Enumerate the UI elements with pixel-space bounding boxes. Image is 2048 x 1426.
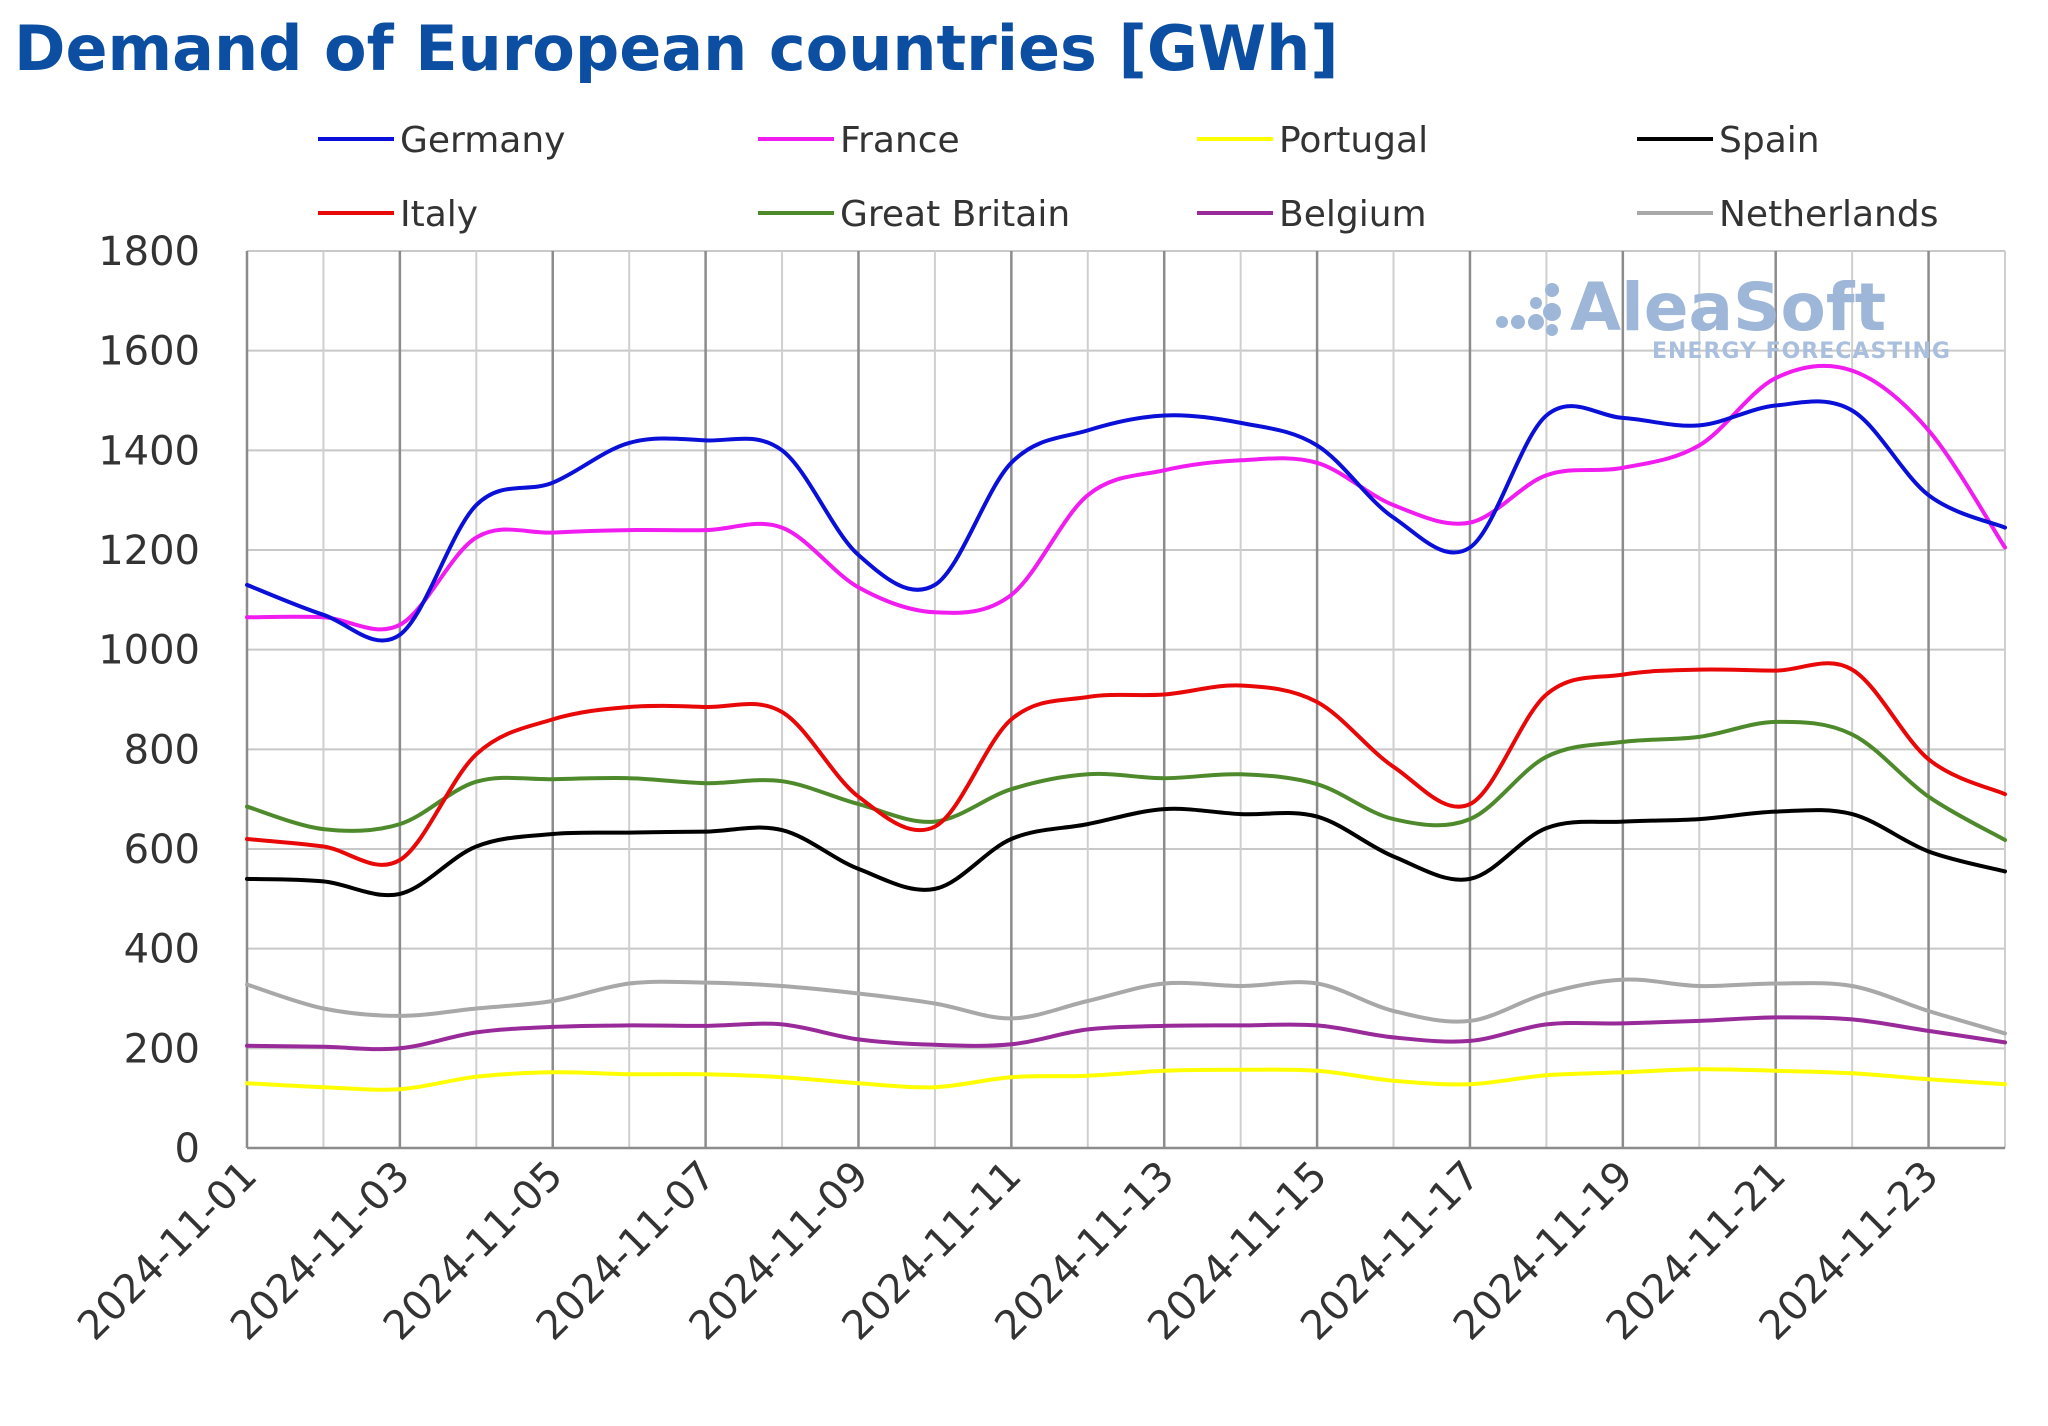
y-tick-label: 1400 [98, 428, 200, 474]
legend-label-portugal: Portugal [1279, 120, 1428, 161]
series-line-spain [245, 806, 2007, 898]
series-layer [245, 363, 2007, 1092]
aleasoft-watermark: AleaSoft ENERGY FORECASTING [1496, 269, 1951, 364]
aleasoft-logo-dots-icon [1496, 283, 1561, 336]
y-tick-label: 200 [124, 1026, 200, 1072]
watermark-tagline: ENERGY FORECASTING [1652, 339, 1951, 364]
series-line-portugal [245, 1067, 2007, 1092]
chart-title: Demand of European countries [GWh] [14, 12, 1339, 85]
axis-layer: 0200400600800100012001400160018002024-11… [69, 229, 2005, 1349]
y-tick-label: 400 [124, 927, 200, 973]
series-line-netherlands [245, 977, 2007, 1036]
watermark-brand: AleaSoft [1570, 269, 1886, 346]
y-tick-label: 1800 [98, 229, 200, 275]
legend-label-italy: Italy [400, 194, 478, 235]
series-line-france [245, 363, 2007, 632]
y-tick-label: 1200 [98, 528, 200, 574]
y-tick-label: 1000 [98, 628, 200, 674]
legend-label-netherlands: Netherlands [1719, 194, 1938, 235]
y-tick-label: 1600 [98, 329, 200, 375]
legend-label-france: France [840, 120, 960, 161]
legend-label-belgium: Belgium [1279, 194, 1427, 235]
y-tick-label: 600 [124, 827, 200, 873]
y-tick-label: 800 [124, 727, 200, 773]
y-tick-label: 0 [175, 1126, 200, 1172]
legend-label-spain: Spain [1719, 120, 1820, 161]
legend: Germany France Portugal Spain Italy Great Bri… [318, 120, 1938, 235]
series-line-belgium [245, 1015, 2007, 1052]
series-line-italy [245, 661, 2007, 867]
legend-label-great-britain: Great Britain [840, 194, 1070, 235]
series-line-great-britain [245, 719, 2007, 842]
legend-label-germany: Germany [400, 120, 565, 161]
grid-layer [245, 250, 2006, 1149]
series-line-germany [245, 399, 2007, 643]
